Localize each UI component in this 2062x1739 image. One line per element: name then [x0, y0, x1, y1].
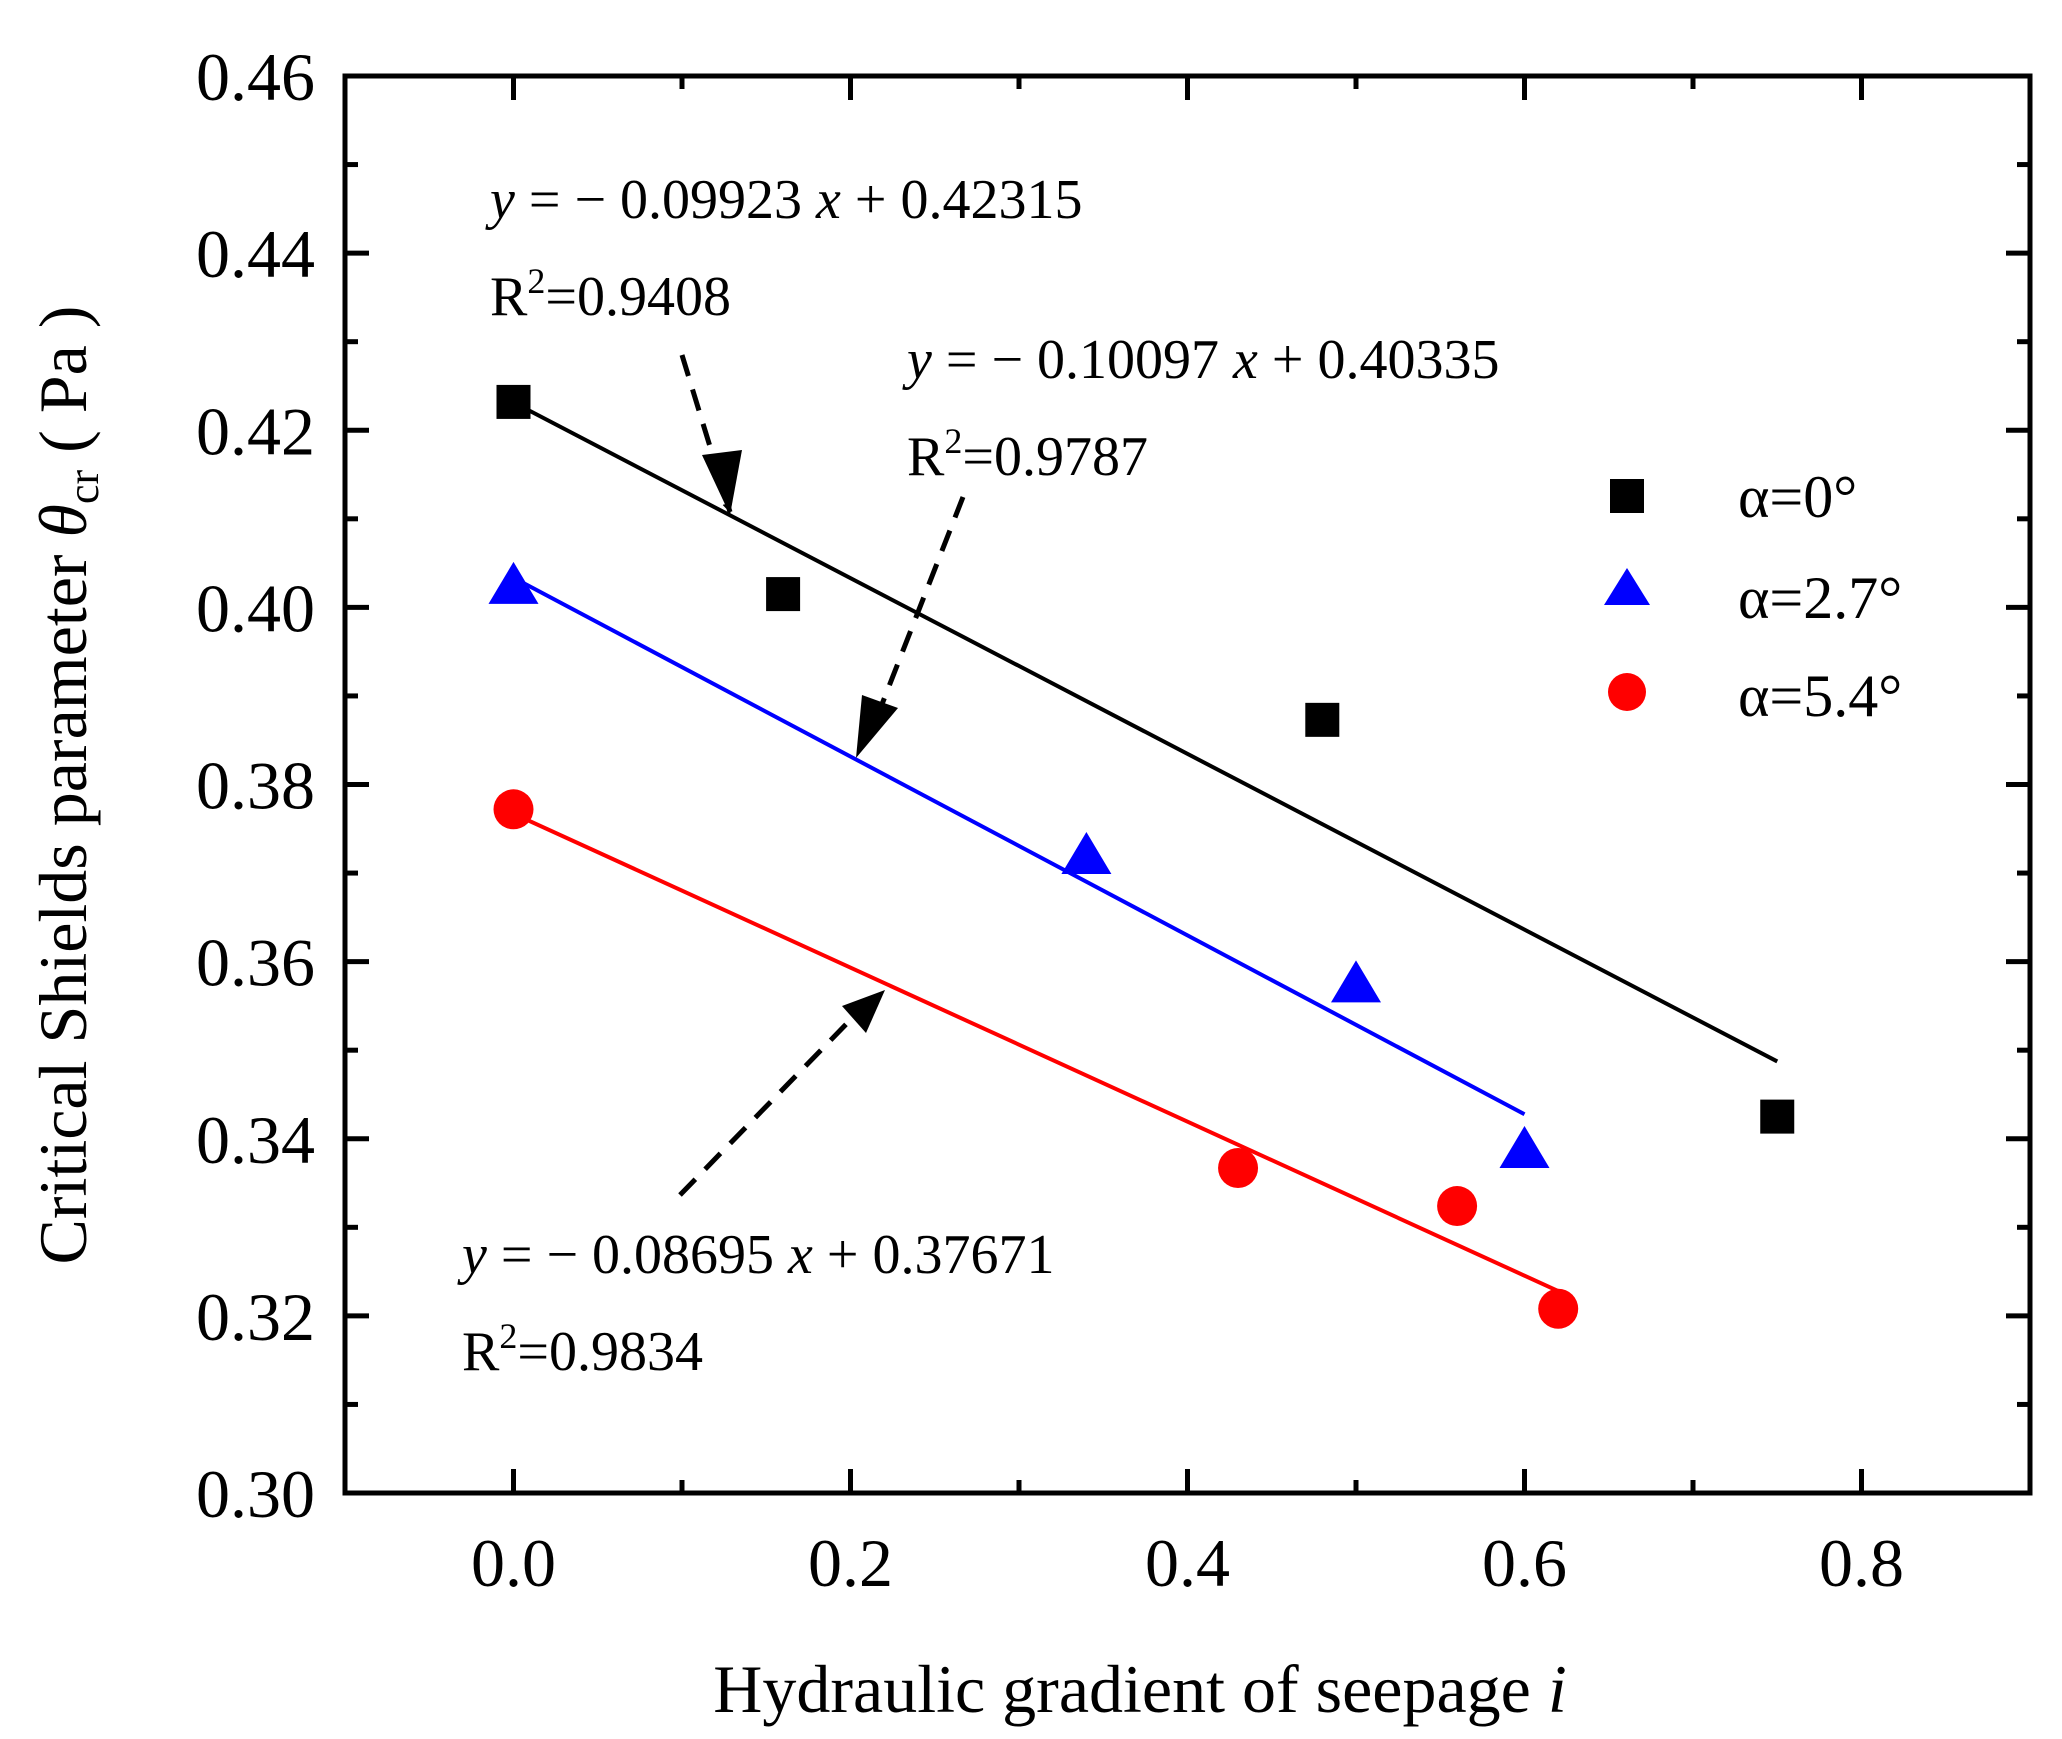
point-series-2 [1437, 1186, 1478, 1227]
point-series-2 [1218, 1147, 1259, 1188]
point-series-2 [493, 789, 534, 830]
equation-alpha-2-7: y = − 0.10097 x + 0.40335 [902, 329, 1499, 391]
x-tick-label: 0.6 [1482, 1525, 1567, 1601]
y-tick-label: 0.40 [196, 570, 315, 646]
legend-label-alpha-2-7: α=2.7° [1738, 565, 1902, 631]
point-series-2 [1538, 1288, 1579, 1329]
arrowhead-alpha-2-7 [856, 695, 898, 758]
arrowhead-alpha-5-4 [842, 990, 885, 1033]
arrow-alpha-0 [679, 354, 733, 513]
legend-marker-alpha-2-7 [1604, 568, 1650, 605]
r2-alpha-2-7: R2=0.9787 [907, 421, 1148, 488]
y-tick-label: 0.32 [196, 1279, 315, 1355]
fit-line-series-2 [512, 811, 1560, 1293]
x-axis-title: Hydraulic gradient of seepage i [713, 1651, 1566, 1727]
r2-alpha-5-4: R2=0.9834 [462, 1316, 703, 1383]
legend: α=0° α=2.7° α=5.4° [1604, 464, 1902, 729]
equation-alpha-0: y = − 0.09923 x + 0.42315 [485, 169, 1082, 231]
y-tick-label: 0.38 [196, 748, 315, 824]
arrow-alpha-2-7 [865, 496, 966, 741]
point-series-0 [496, 384, 531, 419]
annotation-fit-alpha-5-4: y = − 0.08695 x + 0.37671 R2=0.9834 [457, 990, 1054, 1383]
equation-alpha-5-4: y = − 0.08695 x + 0.37671 [457, 1224, 1054, 1286]
y-tick-label: 0.34 [196, 1102, 315, 1178]
x-tick-labels: 0.0 0.2 0.4 0.6 0.8 [471, 1525, 1904, 1601]
y-tick-label: 0.36 [196, 925, 315, 1001]
y-tick-labels: 0.30 0.32 0.34 0.36 0.38 0.40 0.42 0.44 0.46 [196, 39, 315, 1532]
y-tick-label: 0.46 [196, 39, 315, 115]
fit-line-series-0 [512, 400, 1779, 1064]
plot-frame [342, 73, 2033, 1496]
r2-alpha-0: R2=0.9408 [490, 261, 731, 328]
y-tick-label: 0.44 [196, 216, 315, 292]
annotation-fit-alpha-0: y = − 0.09923 x + 0.42315 R2=0.9408 [485, 169, 1082, 515]
legend-marker-alpha-0 [1610, 479, 1644, 513]
x-tick-label: 0.2 [808, 1525, 893, 1601]
point-series-1 [488, 561, 539, 604]
x-tick-label: 0.8 [1819, 1525, 1904, 1601]
fit-line-series-1 [512, 575, 1526, 1117]
point-series-1 [1061, 832, 1112, 875]
point-series-0 [1305, 702, 1340, 737]
point-series-0 [766, 577, 801, 612]
annotation-fit-alpha-2-7: y = − 0.10097 x + 0.40335 R2=0.9787 [856, 329, 1499, 758]
legend-label-alpha-0: α=0° [1738, 464, 1857, 530]
y-axis-title: Critical Shields parameter θcr ( Pa ) [25, 306, 108, 1265]
legend-marker-alpha-5-4 [1608, 673, 1646, 711]
arrowhead-alpha-0 [702, 450, 742, 515]
data-points [488, 384, 1795, 1329]
y-tick-label: 0.42 [196, 393, 315, 469]
point-series-1 [1499, 1126, 1550, 1169]
legend-label-alpha-5-4: α=5.4° [1738, 663, 1902, 729]
x-tick-label: 0.0 [471, 1525, 556, 1601]
point-series-1 [1331, 960, 1381, 1003]
point-series-0 [1760, 1099, 1795, 1134]
fit-lines [512, 400, 1779, 1293]
x-tick-label: 0.4 [1145, 1525, 1230, 1601]
y-tick-label: 0.30 [196, 1456, 315, 1532]
arrow-alpha-5-4 [678, 1008, 862, 1197]
